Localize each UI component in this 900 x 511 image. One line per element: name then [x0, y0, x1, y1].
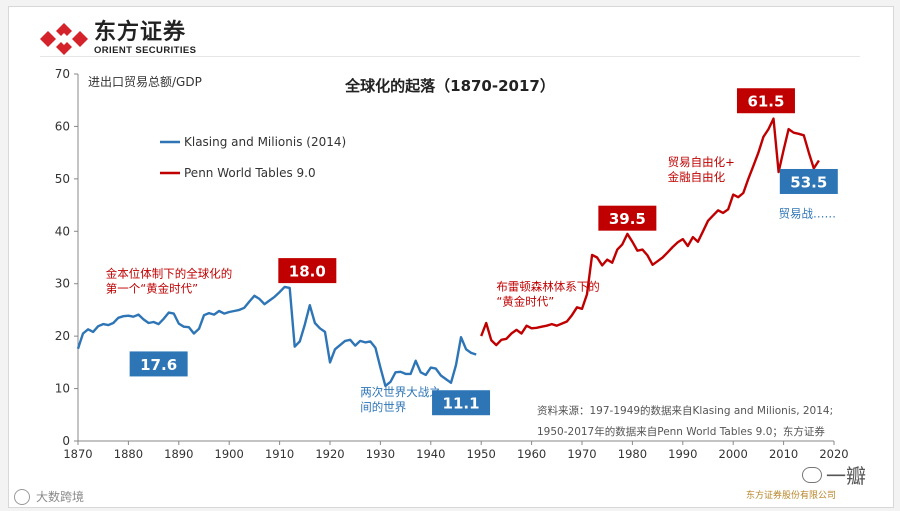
value-label: 11.1 [443, 395, 480, 413]
annotation-text: 两次世界大战之 [360, 385, 441, 399]
y-tick-label: 50 [55, 172, 70, 186]
x-tick-label: 1900 [215, 447, 244, 461]
legend-label: Klasing and Milionis (2014) [184, 135, 346, 149]
x-tick-label: 1940 [416, 447, 445, 461]
value-label: 18.0 [289, 263, 326, 281]
x-tick-label: 1930 [366, 447, 395, 461]
y-axis-label: 进出口贸易总额/GDP [88, 75, 202, 89]
annotation-text: 金融自由化 [668, 170, 726, 184]
x-tick-label: 2020 [819, 447, 848, 461]
value-label: 39.5 [609, 210, 646, 228]
footer-left: 大数跨境 [14, 488, 84, 505]
footer-copyright: 东方证券股份有限公司 [745, 491, 836, 501]
brand-logo: 东方证券 ORIENT SECURITIES [40, 22, 196, 56]
y-tick-label: 20 [55, 329, 70, 343]
y-tick-label: 30 [55, 277, 70, 291]
watermark-text: 一瓣 [826, 464, 866, 488]
value-label-box [129, 351, 188, 377]
x-tick-label: 1980 [618, 447, 647, 461]
y-tick-label: 10 [55, 382, 70, 396]
y-tick-label: 40 [55, 224, 70, 238]
header-divider [40, 56, 860, 57]
x-tick-label: 1960 [517, 447, 546, 461]
chart-title: 全球化的起落（1870-2017） [344, 77, 555, 95]
footer-left-text: 大数跨境 [36, 490, 85, 504]
source-note: 1950-2017年的数据来自Penn World Tables 9.0；东方证… [537, 425, 825, 438]
value-label: 17.6 [140, 356, 177, 374]
x-tick-label: 1990 [668, 447, 697, 461]
x-tick-label: 1880 [114, 447, 143, 461]
x-tick-label: 1890 [164, 447, 193, 461]
y-tick-label: 0 [62, 434, 70, 448]
x-tick-label: 1920 [315, 447, 344, 461]
x-tick-label: 1870 [63, 447, 92, 461]
annotation-text: “黄金时代” [496, 295, 554, 309]
brand-name-cn: 东方证券 [94, 20, 187, 46]
annotation-text: 贸易自由化+ [668, 155, 735, 169]
value-label-box [278, 258, 337, 284]
annotation-text: 金本位体制下的全球化的 [106, 266, 233, 280]
annotation-text: 贸易战…… [779, 207, 837, 221]
x-tick-label: 1970 [567, 447, 596, 461]
x-tick-label: 1910 [265, 447, 294, 461]
value-label: 53.5 [790, 173, 827, 191]
annotation-text: 间的世界 [360, 400, 406, 414]
wechat-icon [802, 466, 822, 483]
value-label-box [736, 88, 795, 114]
watermark: 一瓣 [802, 460, 866, 489]
y-tick-label: 60 [55, 119, 70, 133]
value-label-box [598, 205, 657, 231]
series-line-1 [76, 285, 477, 388]
annotation-text: 布雷顿森林体系下的 [496, 280, 600, 294]
legend-label: Penn World Tables 9.0 [184, 166, 316, 180]
account-icon [14, 488, 30, 505]
value-label-box [779, 168, 838, 194]
x-tick-label: 2010 [769, 447, 798, 461]
series-line-2 [480, 117, 820, 347]
x-tick-label: 1950 [467, 447, 496, 461]
y-tick-label: 70 [55, 67, 70, 81]
annotation-text: 第一个“黄金时代” [106, 281, 198, 295]
orient-securities-logo-icon [40, 23, 88, 55]
value-label: 61.5 [747, 93, 784, 111]
x-tick-label: 2000 [719, 447, 748, 461]
value-label-box [432, 390, 491, 416]
brand-name-en: ORIENT SECURITIES [94, 45, 197, 57]
source-note: 资料来源：197-1949的数据来自Klasing and Milionis, … [537, 404, 833, 417]
